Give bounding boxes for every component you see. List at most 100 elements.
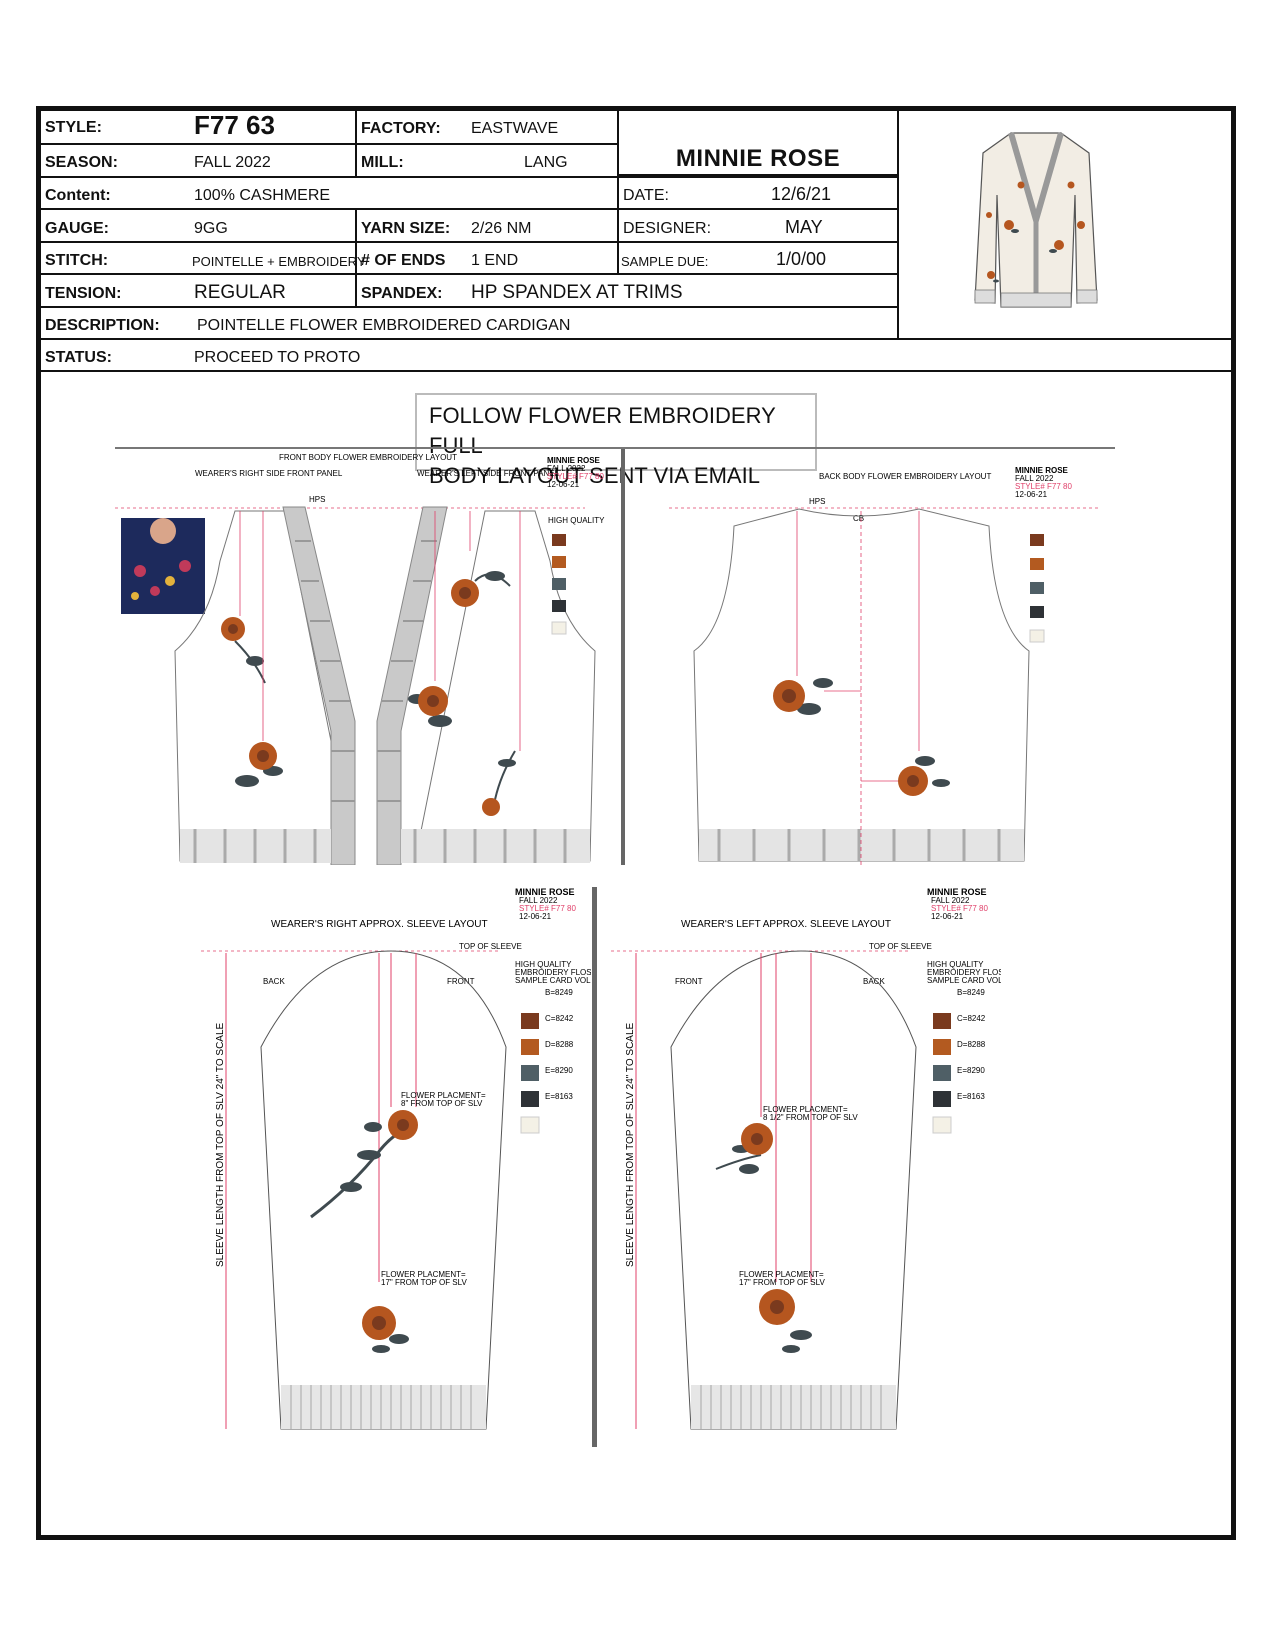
gauge-label: GAUGE: (45, 220, 109, 237)
yarn-size-label: YARN SIZE: (361, 220, 451, 237)
front-title: FRONT BODY FLOWER EMBROIDERY LAYOUT (279, 453, 457, 462)
content-label: Content: (45, 187, 111, 204)
right-sleeve-p1a: FLOWER PLACMENT= (401, 1091, 486, 1100)
back-date: 12-06-21 (1015, 490, 1048, 499)
back-title: BACK BODY FLOWER EMBROIDERY LAYOUT (819, 472, 991, 481)
back-season: FALL 2022 (1015, 474, 1054, 483)
sample-due-value: 1/0/00 (776, 249, 827, 269)
note-line-1: FOLLOW FLOWER EMBROIDERY FULL (429, 403, 776, 458)
back-brand: MINNIE ROSE (1015, 466, 1069, 475)
embroidery-note: FOLLOW FLOWER EMBROIDERY FULL BODY LAYOU… (415, 393, 817, 488)
tension-value: REGULAR (194, 282, 286, 303)
svg-text:D=8288: D=8288 (545, 1040, 574, 1049)
svg-text:E=8290: E=8290 (545, 1066, 573, 1075)
front-brand: MINNIE ROSE (547, 456, 601, 465)
front-date: 12-06-21 (547, 480, 580, 489)
front-season: FALL 2022 (547, 464, 586, 473)
cardigan-sketch (974, 132, 1098, 308)
right-sleeve-floss-card: HIGH QUALITY EMBROIDERY FLOSS SAMPLE CAR… (515, 960, 591, 1134)
svg-text:B=8249: B=8249 (545, 988, 573, 997)
factory-label: FACTORY: (361, 120, 441, 137)
tension-label: TENSION: (45, 285, 122, 302)
left-sleeve-length: SLEEVE LENGTH FROM TOP OF SLV 24" TO SCA… (625, 1022, 636, 1267)
left-sleeve-front: FRONT (675, 977, 703, 986)
svg-text:C=8242: C=8242 (957, 1014, 986, 1023)
style-value: F77 63 (194, 110, 275, 140)
tech-sheet: STYLE: F77 63 FACTORY: EASTWAVE SEASON: … (36, 106, 1236, 1540)
style-label: STYLE: (45, 119, 102, 136)
left-sleeve-title: WEARER'S LEFT APPROX. SLEEVE LAYOUT (681, 919, 891, 930)
ends-label: # OF ENDS (361, 252, 446, 269)
svg-text:E=8290: E=8290 (957, 1066, 985, 1075)
back-floss-card (1029, 534, 1045, 643)
spec-header: STYLE: F77 63 FACTORY: EASTWAVE SEASON: … (41, 110, 1231, 393)
yarn-size-value: 2/26 NM (471, 220, 532, 237)
mill-label: MILL: (361, 154, 404, 171)
left-sleeve-p1a: FLOWER PLACMENT= (763, 1105, 848, 1114)
right-sleeve-length: SLEEVE LENGTH FROM TOP OF SLV 24" TO SCA… (215, 1022, 226, 1267)
right-sleeve-p2b: 17" FROM TOP OF SLV (381, 1278, 467, 1287)
right-sleeve-title: WEARER'S RIGHT APPROX. SLEEVE LAYOUT (271, 919, 488, 930)
svg-text:E=8163: E=8163 (957, 1092, 985, 1101)
content-value: 100% CASHMERE (194, 187, 331, 204)
rose-icon (408, 686, 452, 727)
rose-icon (451, 571, 511, 607)
right-sleeve-style: STYLE# F77 80 (519, 904, 576, 913)
ends-value: 1 END (471, 252, 519, 269)
rose-icon (362, 1306, 409, 1353)
sample-due-label: SAMPLE DUE: (621, 254, 709, 269)
spandex-label: SPANDEX: (361, 285, 443, 302)
right-sleeve-layout: WEARER'S RIGHT APPROX. SLEEVE LAYOUT MIN… (201, 887, 591, 1430)
svg-text:E=8163: E=8163 (545, 1092, 573, 1101)
left-sleeve-p1b: 8 1/2" FROM TOP OF SLV (763, 1113, 858, 1122)
right-sleeve-season: FALL 2022 (519, 896, 558, 905)
rose-icon (898, 756, 950, 796)
status-value: PROCEED TO PROTO (194, 349, 361, 366)
front-right-panel: WEARER'S RIGHT SIDE FRONT PANEL (195, 469, 343, 478)
left-sleeve-brand: MINNIE ROSE (927, 887, 987, 897)
right-sleeve-brand: MINNIE ROSE (515, 887, 575, 897)
back-body-layout: BACK BODY FLOWER EMBROIDERY LAYOUT HPS C… (669, 466, 1099, 865)
mill-value: LANG (524, 154, 568, 171)
svg-text:SAMPLE CARD VOL. 1: SAMPLE CARD VOL. 1 (515, 976, 591, 985)
designer-value: MAY (785, 217, 823, 237)
rose-icon (482, 750, 516, 816)
left-sleeve-season: FALL 2022 (931, 896, 970, 905)
note-line-2: BODY LAYOUT SENT VIA EMAIL (429, 463, 760, 488)
left-sleeve-layout: WEARER'S LEFT APPROX. SLEEVE LAYOUT MINN… (611, 887, 1001, 1430)
svg-text:D=8288: D=8288 (957, 1040, 986, 1049)
left-sleeve-p2b: 17" FROM TOP OF SLV (739, 1278, 825, 1287)
right-sleeve-back: BACK (263, 977, 285, 986)
left-sleeve-p2a: FLOWER PLACMENT= (739, 1270, 824, 1279)
description-value: POINTELLE FLOWER EMBROIDERED CARDIGAN (197, 317, 571, 334)
rose-icon (310, 1110, 418, 1219)
designer-label: DESIGNER: (623, 220, 712, 237)
left-sleeve-top: TOP OF SLEEVE (869, 942, 932, 951)
right-sleeve-p2a: FLOWER PLACMENT= (381, 1270, 466, 1279)
back-hps: HPS (809, 497, 825, 506)
front-hps: HPS (309, 495, 325, 504)
right-sleeve-front: FRONT (447, 977, 475, 986)
date-value: 12/6/21 (771, 184, 832, 204)
season-label: SEASON: (45, 154, 118, 171)
rose-icon (773, 678, 833, 715)
right-sleeve-top: TOP OF SLEEVE (459, 942, 522, 951)
date-label: DATE: (623, 187, 669, 204)
brand-name: MINNIE ROSE (675, 145, 841, 172)
front-style: STYLE# F77 80 (547, 472, 604, 481)
svg-text:C=8242: C=8242 (545, 1014, 574, 1023)
rose-icon (759, 1289, 812, 1353)
svg-text:EMBROIDERY FLOSS: EMBROIDERY FLOSS (927, 968, 1001, 977)
svg-text:HIGH QUALITY: HIGH QUALITY (927, 960, 984, 969)
gauge-value: 9GG (194, 220, 228, 237)
rose-icon (235, 742, 283, 787)
status-label: STATUS: (45, 349, 112, 366)
svg-text:HIGH QUALITY: HIGH QUALITY (515, 960, 572, 969)
season-value: FALL 2022 (194, 154, 271, 171)
back-style: STYLE# F77 80 (1015, 482, 1072, 491)
right-sleeve-date: 12-06-21 (519, 912, 552, 921)
left-sleeve-style: STYLE# F77 80 (931, 904, 988, 913)
front-left-panel: WEARER'S LEFT SIDE FRONT PANEL (417, 469, 560, 478)
back-cb: CB (853, 514, 864, 523)
svg-text:EMBROIDERY FLOSS: EMBROIDERY FLOSS (515, 968, 591, 977)
